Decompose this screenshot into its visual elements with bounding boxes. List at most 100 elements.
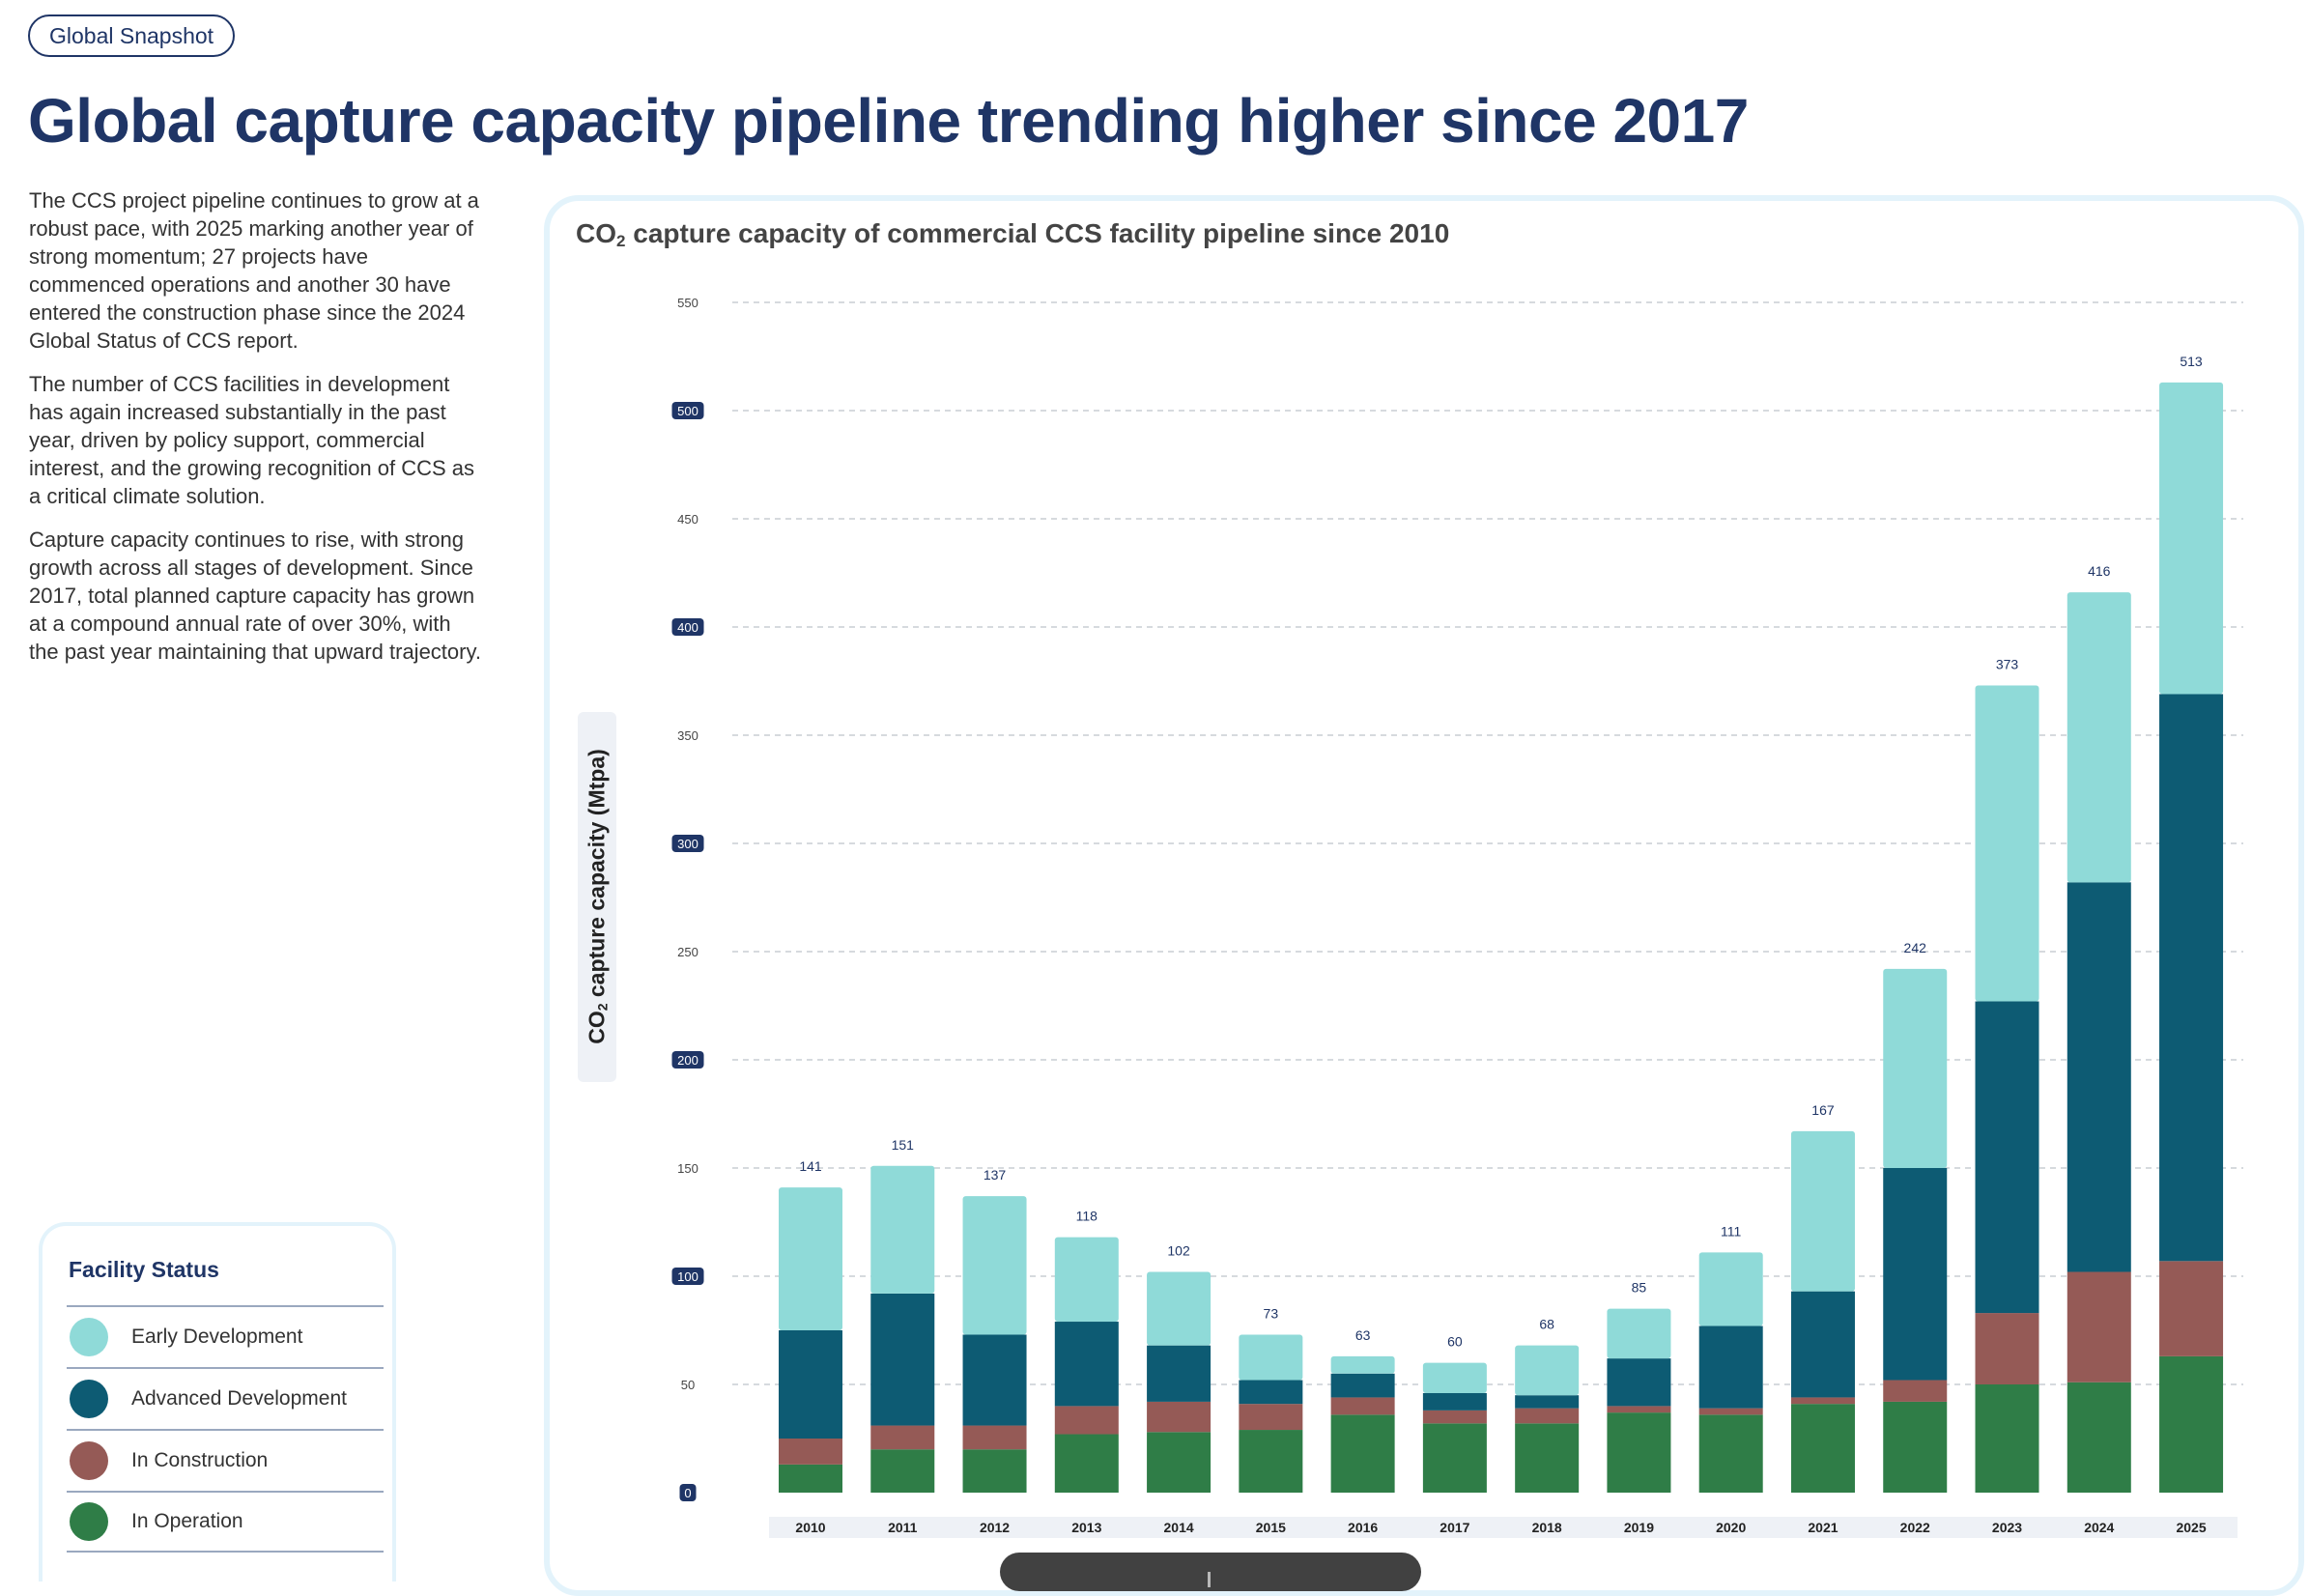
y-tick-badge (671, 835, 704, 852)
y-tick-label: 350 (677, 728, 698, 743)
legend-list: Early Development Advanced Development I… (67, 1305, 384, 1553)
bar-total-label: 85 (1632, 1280, 1647, 1296)
x-tick-label: 2012 (980, 1520, 1010, 1535)
scroll-control-bar[interactable] (1000, 1553, 1421, 1591)
bar-segment (1883, 1380, 1948, 1402)
bar-segment (962, 1449, 1027, 1493)
bar-segment (1422, 1410, 1487, 1424)
bar-segment (870, 1293, 935, 1426)
bar-total-label: 73 (1264, 1305, 1279, 1321)
legend-item-early-development[interactable]: Early Development (67, 1305, 384, 1367)
bar-segment (1330, 1397, 1395, 1415)
bar-segment (1515, 1408, 1580, 1424)
bar-segment (870, 1165, 935, 1294)
bar-segment (1790, 1130, 1855, 1292)
chart-title: CO2 capture capacity of commercial CCS f… (576, 218, 1450, 250)
bar-segment (1054, 1434, 1119, 1493)
bar-total-label: 68 (1539, 1317, 1554, 1332)
y-tick-label: 550 (677, 296, 698, 310)
x-axis-band (769, 1517, 2238, 1538)
x-tick-label: 2019 (1624, 1520, 1654, 1535)
intro-paragraph-2: The number of CCS facilities in developm… (29, 372, 475, 508)
intro-paragraph-1: The CCS project pipeline continues to gr… (29, 188, 479, 353)
intro-paragraph-3: Capture capacity continues to rise, with… (29, 527, 481, 664)
bar-segment (2067, 592, 2131, 883)
bar-total-label: 60 (1447, 1334, 1463, 1350)
bar-segment (1239, 1404, 1303, 1431)
bar-segment (1422, 1392, 1487, 1411)
x-tick-label: 2015 (1256, 1520, 1286, 1535)
y-tick-badge (671, 1268, 704, 1285)
in-construction-swatch-icon (70, 1441, 108, 1480)
bar-segment (1239, 1430, 1303, 1493)
x-tick-label: 2021 (1808, 1520, 1838, 1535)
y-tick-label: 100 (677, 1269, 698, 1284)
bar-total-label: 63 (1355, 1327, 1371, 1343)
bar-segment (2159, 1261, 2224, 1356)
legend-item-advanced-development[interactable]: Advanced Development (67, 1367, 384, 1429)
x-tick-label: 2020 (1716, 1520, 1746, 1535)
bar-segment (1515, 1345, 1580, 1396)
bar-segment (1239, 1334, 1303, 1381)
bar-segment (1330, 1373, 1395, 1398)
bar-segment (1515, 1423, 1580, 1493)
bar-segment (1422, 1423, 1487, 1493)
x-tick-label: 2010 (795, 1520, 825, 1535)
bar-segment (962, 1425, 1027, 1450)
bar-segment (1330, 1355, 1395, 1374)
bar-segment (2159, 382, 2224, 695)
global-snapshot-badge[interactable]: Global Snapshot (28, 14, 236, 57)
legend-label: Early Development (131, 1325, 303, 1348)
bar-segment (1698, 1252, 1763, 1326)
y-tick-label: 50 (681, 1378, 695, 1392)
bar-segment (1147, 1432, 1212, 1493)
y-tick-label: 450 (677, 512, 698, 527)
legend-item-in-construction[interactable]: In Construction (67, 1429, 384, 1491)
scroll-divider-icon (1208, 1572, 1211, 1587)
y-tick-label: 150 (677, 1161, 698, 1176)
x-tick-label: 2018 (1532, 1520, 1562, 1535)
bar-segment (1975, 1001, 2039, 1314)
bar-total-label: 416 (2088, 563, 2111, 579)
bar-segment (1147, 1345, 1212, 1402)
bar-segment (2067, 1382, 2131, 1493)
bar-segment (1054, 1406, 1119, 1435)
legend-item-in-operation[interactable]: In Operation (67, 1491, 384, 1553)
bar-segment (1422, 1362, 1487, 1393)
bar-segment (779, 1439, 842, 1465)
x-tick-label: 2016 (1348, 1520, 1378, 1535)
bar-segment (779, 1187, 842, 1330)
page-title: Global capture capacity pipeline trendin… (28, 86, 1749, 156)
bar-segment (1607, 1406, 1671, 1413)
bar-segment (1698, 1325, 1763, 1409)
bar-segment (870, 1449, 935, 1493)
bar-segment (2159, 1355, 2224, 1493)
bar-segment (1975, 1313, 2039, 1384)
bar-total-label: 111 (1721, 1223, 1741, 1239)
bar-segment (1975, 685, 2039, 1002)
legend-label: In Operation (131, 1510, 243, 1532)
legend-title: Facility Status (69, 1257, 219, 1282)
x-tick-label: 2023 (1992, 1520, 2022, 1535)
legend-label: In Construction (131, 1449, 269, 1471)
bar-segment (1790, 1404, 1855, 1493)
bar-segment (1147, 1271, 1212, 1346)
bar-segment (1239, 1380, 1303, 1405)
y-tick-badge (671, 402, 704, 419)
in-operation-swatch-icon (70, 1502, 108, 1541)
bar-total-label: 102 (1167, 1243, 1190, 1259)
bar-total-label: 137 (983, 1167, 1007, 1183)
bar-segment (1607, 1308, 1671, 1359)
bar-total-label: 167 (1811, 1102, 1835, 1118)
bar-segment (870, 1425, 935, 1450)
bar-segment (2159, 694, 2224, 1262)
bar-segment (1515, 1395, 1580, 1409)
bar-segment (1607, 1412, 1671, 1493)
bar-total-label: 151 (892, 1137, 915, 1153)
bar-segment (779, 1330, 842, 1439)
bar-segment (1054, 1322, 1119, 1407)
y-tick-label: 300 (677, 837, 698, 851)
bar-segment (1790, 1291, 1855, 1398)
y-axis-label-background (578, 712, 616, 1082)
bar-total-label: 141 (799, 1158, 822, 1174)
